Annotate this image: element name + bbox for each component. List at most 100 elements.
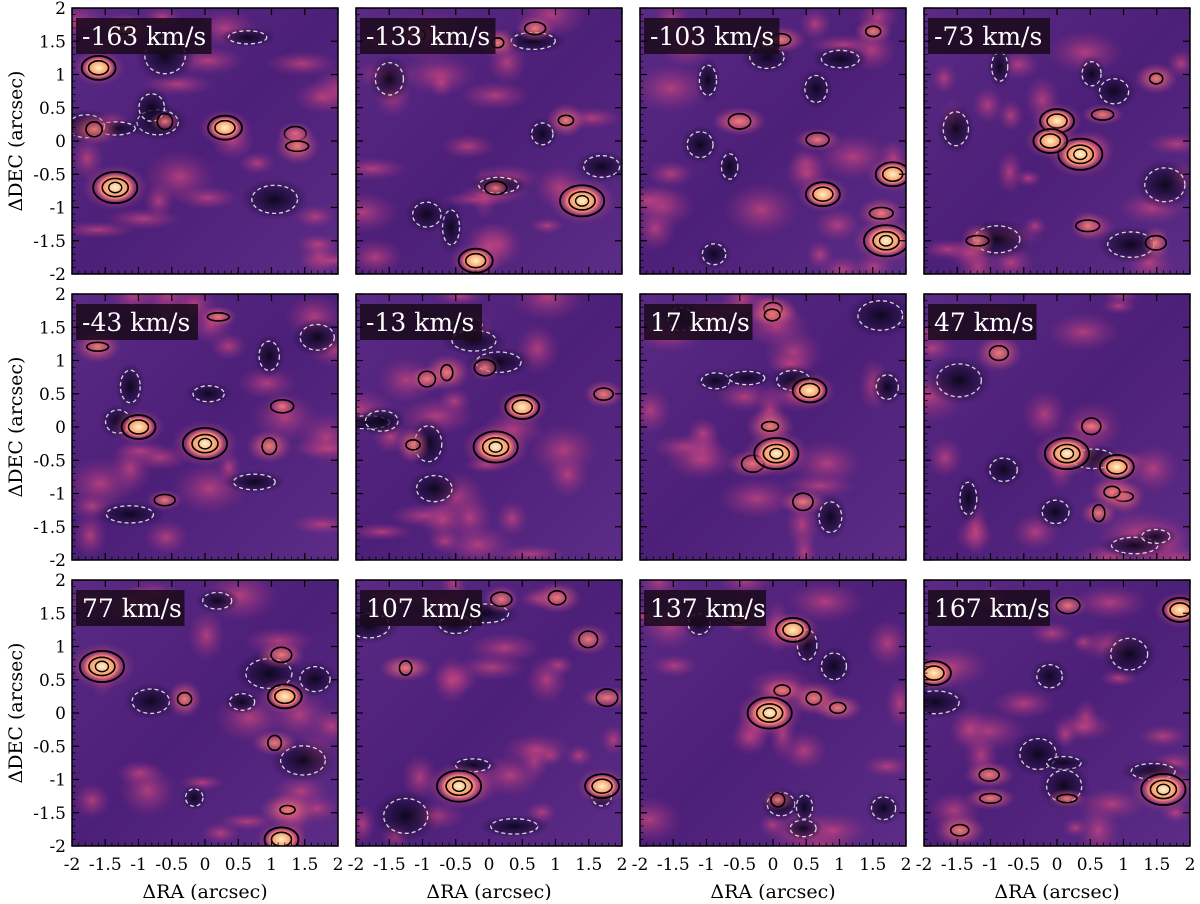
emission-patch [812,694,863,722]
noise-blob [1102,294,1141,306]
positive-contour [206,312,231,322]
positive-contour [1169,602,1190,618]
positive-contour [473,358,497,377]
noise-blob [542,654,575,676]
positive-contour [1043,437,1090,471]
noise-blob [235,366,298,400]
negative-region [291,318,338,357]
positive-contour [181,427,228,461]
y-tick-label: -1 [49,771,66,791]
emission-patch [744,302,800,328]
positive-contour [214,119,236,136]
channel-panel: -163 km/s -2 -1.5 -1 -0.5 0 0.5 1 1.5 2 ΔDEC (arcs… [5,0,339,285]
velocity-label-box [360,18,496,54]
negative-region [181,784,208,811]
y-tick-label: -1 [49,199,66,219]
positive-contour [267,734,283,752]
positive-contour [1059,447,1075,460]
x-tick-label: -2 [64,855,81,875]
velocity-label-text: -133 km/s [366,22,490,51]
negative-region [1134,525,1177,547]
negative-contour [1098,78,1130,105]
negative-contour [144,37,186,75]
velocity-label-text: -73 km/s [934,22,1042,51]
positive-contour [1098,453,1135,480]
x-axis-label: ΔRA (arcsec) [426,881,551,900]
noise-blob [356,803,376,846]
negative-contour [990,51,1009,82]
positive-contour [770,792,786,808]
emission-peak [1165,598,1190,621]
negative-region [815,646,853,687]
noise-blob [791,529,818,560]
negative-contour [415,474,453,503]
noise-blob [1062,817,1089,838]
negative-contour [383,797,429,834]
negative-region [240,178,309,221]
velocity-label-text: -103 km/s [650,22,774,51]
negative-region [372,789,439,843]
velocity-label-box [360,304,482,340]
negative-region [799,68,833,109]
negative-contour [1046,755,1082,770]
x-tick-label: -2 [632,855,649,875]
negative-contour [364,410,399,432]
x-tick-label: -0.5 [439,855,472,875]
noise-blob [73,782,111,819]
x-tick-label: 2 [1185,855,1196,875]
x-tick-label: 1.5 [291,855,318,875]
positive-contour [1162,597,1190,623]
positive-contour [578,630,599,649]
channel-panel: -13 km/s [355,293,623,561]
negative-region [407,469,461,509]
positive-contour [1075,219,1101,233]
negative-region [1035,494,1076,530]
y-tick-label: 0 [55,418,66,438]
emission-peak [924,662,949,685]
y-tick-label: -2 [49,551,66,571]
emission-patch [1141,226,1171,260]
x-tick-label: -2 [348,855,365,875]
positive-contour [949,823,970,837]
positive-contour [727,112,752,130]
negative-region [1030,658,1069,694]
x-tick-label: 1 [834,855,845,875]
emission-patch [515,14,555,42]
negative-contour [138,93,166,122]
noise-blob [1071,585,1150,621]
y-tick-label: 1 [55,638,66,658]
emission-patch [406,365,448,393]
positive-contour [547,589,567,606]
positive-contour [483,180,508,196]
positive-contour [108,181,123,194]
positive-contour [1144,234,1168,251]
negative-contour [1110,637,1149,671]
positive-contour [490,591,513,608]
noise-blob [646,159,696,188]
positive-contour [266,683,303,710]
velocity-label: -43 km/s [76,304,198,340]
velocity-label-box [76,18,212,54]
positive-contour [978,792,1003,805]
negative-region [680,125,720,164]
positive-contour [398,660,413,676]
velocity-label-text: 167 km/s [934,594,1050,623]
positive-contour [595,688,619,708]
positive-contour [557,114,575,127]
emission-patch [259,792,316,827]
negative-contour [184,788,204,807]
negative-region [783,816,823,841]
negative-region [720,368,774,389]
negative-contour [1041,499,1070,525]
y-tick-label: -0.5 [33,451,66,471]
positive-contour [488,441,503,453]
y-tick-label: -1 [49,485,66,505]
y-tick-label: -1.5 [33,232,66,252]
positive-contour [191,433,219,454]
negative-region [846,294,906,338]
noise-blob [600,724,622,756]
x-tick-label: 0 [484,855,495,875]
emission-patch [483,585,520,614]
emission-peak [185,429,225,458]
